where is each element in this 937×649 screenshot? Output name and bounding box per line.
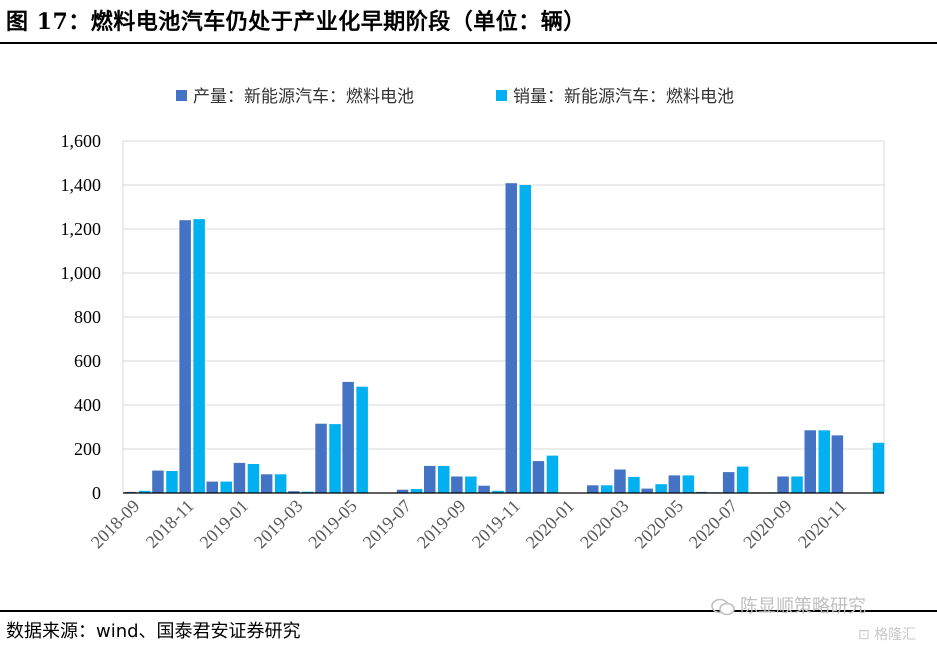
bar-sales bbox=[601, 485, 613, 493]
watermark-account: 陈显顺策略研究 bbox=[710, 592, 866, 618]
x-tick-label: 2019-03 bbox=[250, 496, 307, 553]
bar-sales bbox=[438, 465, 450, 493]
y-tick-label: 1,200 bbox=[61, 219, 102, 239]
bar-sales bbox=[546, 455, 559, 493]
bar-production bbox=[804, 430, 816, 493]
bar-sales bbox=[682, 475, 695, 493]
legend-swatch bbox=[176, 90, 187, 101]
watermark-site: ⊡ 格隆汇 bbox=[858, 624, 916, 644]
x-tick-label: 2020-05 bbox=[630, 496, 687, 553]
bar-sales bbox=[872, 442, 885, 493]
bar-production bbox=[260, 474, 273, 493]
y-tick-label: 1,000 bbox=[61, 263, 102, 283]
bar-production bbox=[668, 475, 681, 493]
bar-sales bbox=[193, 219, 205, 493]
x-tick-label: 2020-07 bbox=[685, 496, 742, 553]
gelonghui-logo-icon: ⊡ bbox=[858, 627, 870, 643]
x-tick-label: 2018-11 bbox=[142, 496, 198, 552]
watermark-account-text: 陈显顺策略研究 bbox=[740, 596, 866, 617]
watermark-site-text: 格隆汇 bbox=[874, 627, 917, 643]
bar-production bbox=[233, 462, 246, 493]
bar-production bbox=[587, 485, 599, 493]
chart-legend: 产量：新能源汽车：燃料电池 销量：新能源汽车：燃料电池 bbox=[176, 87, 734, 107]
bar-production bbox=[532, 461, 545, 493]
bar-production bbox=[396, 489, 409, 493]
bar-production bbox=[722, 472, 735, 493]
y-tick-label: 0 bbox=[92, 483, 101, 503]
bar-marks bbox=[125, 183, 885, 493]
legend-label: 产量：新能源汽车：燃料电池 bbox=[193, 87, 414, 107]
bar-production bbox=[614, 469, 626, 493]
x-axis: 2018-092018-112019-012019-032019-052019-… bbox=[87, 492, 884, 553]
bar-production bbox=[342, 381, 354, 493]
title-rule bbox=[0, 42, 937, 44]
bar-chart: 产量：新能源汽车：燃料电池 销量：新能源汽车：燃料电池 0 200 400 600 800… bbox=[61, 87, 885, 553]
x-tick-label: 2019-11 bbox=[468, 496, 524, 552]
bar-sales bbox=[492, 490, 504, 493]
bar-sales bbox=[356, 386, 368, 493]
y-axis: 0 200 400 600 800 1,000 1,200 1,400 1,600 bbox=[61, 131, 885, 503]
x-tick-label: 2020-01 bbox=[522, 496, 579, 553]
bar-sales bbox=[166, 471, 178, 493]
bar-sales bbox=[274, 474, 287, 493]
bar-production bbox=[315, 423, 327, 493]
bar-production bbox=[179, 220, 191, 493]
bar-sales bbox=[628, 476, 640, 493]
bar-production bbox=[451, 476, 463, 493]
y-tick-label: 1,600 bbox=[61, 131, 102, 151]
x-tick-label: 2019-07 bbox=[359, 496, 416, 553]
bar-production bbox=[831, 435, 844, 493]
source-rule bbox=[0, 610, 937, 612]
bar-sales bbox=[410, 489, 423, 493]
bar-production bbox=[424, 465, 436, 493]
bar-sales bbox=[247, 464, 260, 493]
x-tick-label: 2019-09 bbox=[413, 496, 470, 553]
wechat-icon bbox=[711, 598, 735, 616]
y-tick-label: 600 bbox=[74, 351, 101, 371]
source-note: 数据来源：wind、国泰君安证券研究 bbox=[6, 621, 301, 642]
bar-sales bbox=[465, 476, 477, 493]
bar-production bbox=[288, 491, 300, 493]
bar-production bbox=[777, 476, 789, 493]
bar-sales bbox=[220, 481, 232, 493]
chart-container: 产量：新能源汽车：燃料电池 销量：新能源汽车：燃料电池 0 200 400 600 800… bbox=[0, 44, 937, 610]
legend-swatch bbox=[496, 90, 507, 101]
bar-sales bbox=[655, 484, 667, 493]
y-tick-label: 400 bbox=[74, 395, 101, 415]
y-tick-label: 800 bbox=[74, 307, 101, 327]
legend-label: 销量：新能源汽车：燃料电池 bbox=[513, 87, 734, 107]
y-tick-label: 1,400 bbox=[61, 175, 102, 195]
y-tick-label: 200 bbox=[74, 439, 101, 459]
x-tick-label: 2018-09 bbox=[87, 496, 144, 553]
x-tick-label: 2020-03 bbox=[576, 496, 633, 553]
x-tick-label: 2019-05 bbox=[304, 496, 361, 553]
bar-sales bbox=[791, 476, 803, 493]
bar-sales bbox=[736, 466, 749, 493]
x-tick-label: 2019-01 bbox=[196, 496, 253, 553]
x-tick-label: 2020-09 bbox=[739, 496, 796, 553]
bar-production bbox=[206, 481, 218, 493]
bar-production bbox=[152, 470, 164, 493]
figure-title: 图 17：燃料电池汽车仍处于产业化早期阶段（单位：辆） bbox=[6, 9, 586, 35]
bar-production bbox=[478, 485, 490, 493]
bar-sales bbox=[519, 185, 531, 493]
gridlines bbox=[123, 140, 884, 494]
bar-sales bbox=[302, 491, 314, 493]
bar-sales bbox=[139, 490, 151, 493]
bar-production bbox=[641, 488, 653, 493]
bar-sales bbox=[329, 424, 341, 493]
bar-production bbox=[505, 183, 517, 493]
bar-sales bbox=[818, 430, 830, 493]
x-tick-label: 2020-11 bbox=[794, 496, 850, 552]
